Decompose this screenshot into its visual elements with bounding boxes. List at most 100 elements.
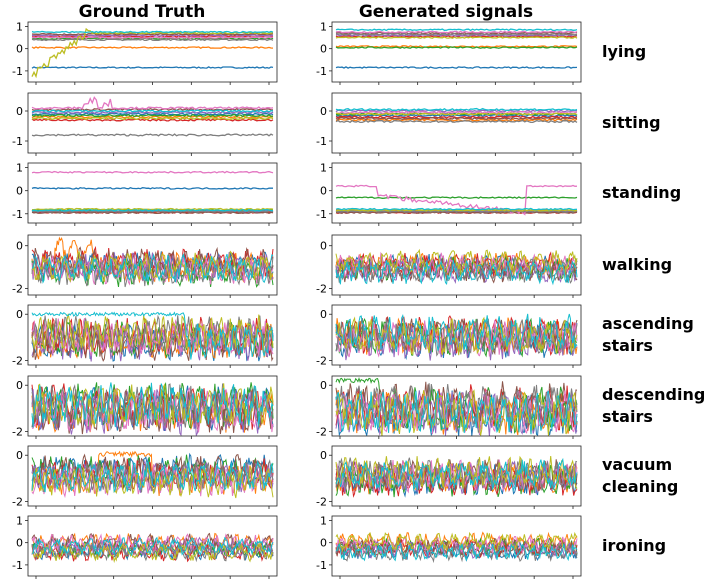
series-line-8 bbox=[335, 542, 578, 564]
series-line-1 bbox=[335, 66, 578, 69]
series-line-2 bbox=[31, 46, 274, 49]
y-tick-label: -1 bbox=[316, 135, 327, 148]
series-line-9 bbox=[31, 207, 274, 211]
activity-label: vacuum cleaning bbox=[602, 454, 678, 498]
y-tick-label: 0 bbox=[16, 308, 23, 321]
series-line-10 bbox=[335, 207, 578, 211]
series-line-1 bbox=[31, 186, 273, 190]
y-tick-label: 0 bbox=[320, 105, 327, 118]
activity-label: sitting bbox=[602, 112, 661, 134]
series-line-7 bbox=[31, 170, 274, 174]
series-line-10 bbox=[31, 382, 274, 428]
y-tick-label: 1 bbox=[320, 162, 327, 175]
activity-label: ironing bbox=[602, 535, 666, 557]
series-line-4 bbox=[31, 541, 274, 563]
series-line-9 bbox=[31, 116, 274, 121]
activity-label-line: vacuum bbox=[602, 455, 673, 474]
panel-frame bbox=[27, 92, 278, 154]
y-tick-label: -1 bbox=[316, 559, 327, 572]
series-line-9 bbox=[31, 465, 274, 499]
series-line-3 bbox=[335, 196, 578, 200]
column-header-ground-truth: Ground Truth bbox=[79, 2, 206, 22]
series-line-8 bbox=[31, 459, 274, 493]
series-line-7 bbox=[31, 318, 274, 357]
series-line-5 bbox=[335, 33, 578, 37]
panel-left-6: 0 -2 bbox=[12, 445, 278, 509]
y-tick-label: -2 bbox=[12, 283, 23, 296]
y-tick-label: 0 bbox=[16, 43, 23, 56]
y-tick-label: 1 bbox=[16, 514, 23, 527]
activity-label: descending stairs bbox=[602, 384, 705, 428]
series-line-8 bbox=[31, 38, 274, 42]
y-tick-label: -2 bbox=[12, 354, 23, 367]
y-tick-label: -2 bbox=[316, 495, 327, 508]
y-tick-label: -2 bbox=[316, 425, 327, 438]
y-tick-label: 0 bbox=[320, 185, 327, 198]
panel-right-7: 1 0 -1 bbox=[316, 514, 582, 579]
series-line-7 bbox=[31, 96, 274, 110]
panel-left-0: 1 0 -1 bbox=[12, 20, 278, 85]
panel-right-0: 1 0 -1 bbox=[316, 20, 582, 85]
y-tick-label: 0 bbox=[16, 449, 23, 462]
y-tick-label: 0 bbox=[16, 240, 23, 253]
activity-label-line: ascending bbox=[602, 314, 694, 333]
series-line-7 bbox=[31, 253, 274, 286]
y-tick-label: -1 bbox=[12, 208, 23, 221]
series-line-8 bbox=[31, 314, 274, 354]
series-line-9 bbox=[31, 27, 274, 79]
panel-frame bbox=[331, 162, 582, 224]
series-line-9 bbox=[31, 541, 274, 564]
series-line-10 bbox=[31, 208, 274, 212]
panel-left-7: 1 0 -1 bbox=[12, 514, 278, 579]
y-tick-label: 0 bbox=[320, 240, 327, 253]
y-tick-label: 0 bbox=[320, 379, 327, 392]
series-line-8 bbox=[31, 256, 274, 288]
y-tick-label: -1 bbox=[316, 65, 327, 78]
series-line-5 bbox=[335, 460, 578, 494]
series-line-3 bbox=[31, 113, 274, 118]
column-header-generated-signals: Generated signals bbox=[359, 2, 533, 22]
series-line-9 bbox=[335, 531, 578, 553]
series-line-4 bbox=[335, 384, 578, 432]
series-line-7 bbox=[335, 30, 578, 34]
activity-label-line: lying bbox=[602, 42, 647, 61]
y-tick-label: -2 bbox=[12, 495, 23, 508]
activity-label-line: cleaning bbox=[602, 477, 679, 496]
y-tick-label: -1 bbox=[12, 559, 23, 572]
series-line-7 bbox=[335, 184, 578, 216]
activity-label-line: walking bbox=[602, 255, 673, 274]
panel-left-3: 0 -2 bbox=[12, 234, 278, 298]
series-line-10 bbox=[335, 541, 578, 562]
series-line-9 bbox=[335, 455, 578, 490]
y-tick-label: 0 bbox=[16, 537, 23, 550]
activity-label: standing bbox=[602, 182, 681, 204]
y-tick-label: 0 bbox=[320, 43, 327, 56]
activity-label-line: ironing bbox=[602, 536, 667, 555]
activity-label: lying bbox=[602, 41, 646, 63]
series-line-10 bbox=[31, 30, 274, 34]
series-line-9 bbox=[31, 250, 274, 283]
series-line-10 bbox=[31, 536, 274, 557]
y-tick-label: 0 bbox=[320, 449, 327, 462]
y-tick-label: 1 bbox=[16, 20, 23, 33]
series-line-8 bbox=[335, 119, 578, 124]
y-tick-label: 0 bbox=[320, 537, 327, 550]
y-tick-label: -2 bbox=[12, 425, 23, 438]
series-line-5 bbox=[31, 110, 274, 115]
y-tick-label: 1 bbox=[16, 162, 23, 175]
panel-left-4: 0 -2 bbox=[12, 304, 278, 368]
series-line-8 bbox=[335, 32, 578, 36]
series-line-6 bbox=[31, 32, 274, 36]
series-line-6 bbox=[335, 116, 578, 121]
series-line-1 bbox=[31, 66, 274, 69]
series-line-10 bbox=[31, 459, 274, 494]
series-line-7 bbox=[31, 36, 274, 39]
y-tick-label: -2 bbox=[316, 283, 327, 296]
series-line-10 bbox=[31, 311, 274, 360]
y-tick-label: 0 bbox=[16, 379, 23, 392]
series-line-3 bbox=[335, 46, 578, 49]
panel-right-6: 0 -2 bbox=[316, 445, 582, 509]
series-line-9 bbox=[335, 36, 578, 39]
series-line-4 bbox=[335, 115, 578, 119]
